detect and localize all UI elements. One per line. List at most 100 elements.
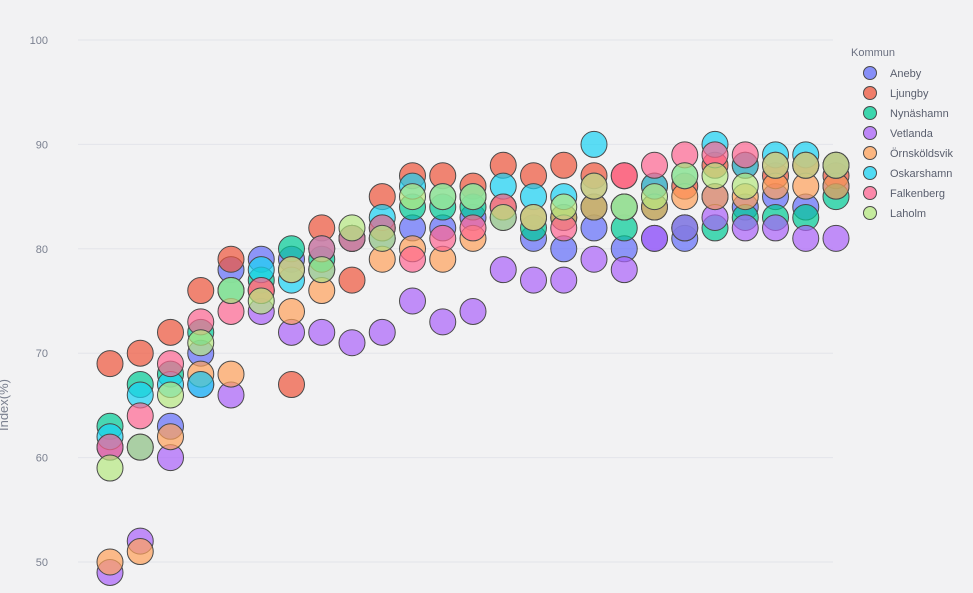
data-points xyxy=(96,130,850,586)
data-point[interactable] xyxy=(731,172,759,200)
data-point[interactable] xyxy=(187,329,215,357)
data-point[interactable] xyxy=(126,402,154,430)
data-point[interactable] xyxy=(701,162,729,190)
data-point[interactable] xyxy=(96,454,124,482)
data-point[interactable] xyxy=(520,266,547,294)
data-point[interactable] xyxy=(822,151,850,179)
data-point[interactable] xyxy=(429,224,457,252)
y-tick-label: 90 xyxy=(36,139,48,151)
legend-title: Kommun xyxy=(851,47,895,59)
legend-label: Laholm xyxy=(890,208,926,220)
legend-marker xyxy=(863,186,877,200)
legend-item[interactable]: Ljungby xyxy=(863,86,930,101)
data-point[interactable] xyxy=(580,130,608,158)
data-point[interactable] xyxy=(399,287,426,315)
data-point[interactable] xyxy=(96,548,124,576)
legend-marker xyxy=(863,146,877,160)
data-point[interactable] xyxy=(641,224,668,252)
y-tick-label: 100 xyxy=(30,35,48,47)
y-axis-title: Index(%) xyxy=(0,379,11,431)
data-point[interactable] xyxy=(671,214,699,242)
data-point[interactable] xyxy=(429,183,457,211)
data-point[interactable] xyxy=(126,339,154,367)
data-point[interactable] xyxy=(641,151,668,179)
data-point[interactable] xyxy=(580,172,608,200)
data-point[interactable] xyxy=(731,141,759,169)
data-point[interactable] xyxy=(550,266,578,294)
data-point[interactable] xyxy=(278,256,305,284)
data-point[interactable] xyxy=(610,162,638,190)
legend-item[interactable]: Vetlanda xyxy=(863,126,934,141)
data-point[interactable] xyxy=(338,214,366,242)
data-point[interactable] xyxy=(550,151,578,179)
data-point[interactable] xyxy=(489,256,517,284)
legend-item[interactable]: Falkenberg xyxy=(863,186,946,201)
legend-item[interactable]: Oskarshamn xyxy=(863,166,953,181)
data-point[interactable] xyxy=(550,193,578,221)
legend-marker xyxy=(863,86,877,100)
data-point[interactable] xyxy=(157,318,184,346)
data-point[interactable] xyxy=(792,151,820,179)
data-point[interactable] xyxy=(308,256,336,284)
y-tick-label: 70 xyxy=(36,348,48,360)
data-point[interactable] xyxy=(459,214,487,242)
legend: Kommun Aneby Ljungby Nynäshamn Vetlanda Örns… xyxy=(851,47,953,220)
data-point[interactable] xyxy=(96,350,124,378)
data-point[interactable] xyxy=(247,287,275,315)
data-point[interactable] xyxy=(822,224,850,252)
data-point[interactable] xyxy=(278,371,305,399)
data-point[interactable] xyxy=(157,350,184,378)
legend-item[interactable]: Nynäshamn xyxy=(863,106,949,121)
data-point[interactable] xyxy=(368,224,396,252)
data-point[interactable] xyxy=(762,214,789,242)
data-point[interactable] xyxy=(399,183,426,211)
data-point[interactable] xyxy=(126,538,154,566)
data-point[interactable] xyxy=(671,162,699,190)
data-point[interactable] xyxy=(157,423,184,451)
legend-item[interactable]: Aneby xyxy=(863,66,922,81)
data-point[interactable] xyxy=(610,193,638,221)
legend-marker xyxy=(863,126,877,140)
data-point[interactable] xyxy=(187,277,215,305)
data-point[interactable] xyxy=(489,203,517,231)
data-point[interactable] xyxy=(610,256,638,284)
data-point[interactable] xyxy=(580,245,608,273)
data-point[interactable] xyxy=(126,433,154,461)
data-point[interactable] xyxy=(641,183,668,211)
legend-marker xyxy=(863,106,877,120)
legend-label: Örnsköldsvik xyxy=(890,148,953,160)
data-point[interactable] xyxy=(217,245,245,273)
data-point[interactable] xyxy=(278,297,305,325)
data-point[interactable] xyxy=(520,203,547,231)
data-point[interactable] xyxy=(429,308,457,336)
data-point[interactable] xyxy=(399,245,426,273)
data-point[interactable] xyxy=(217,277,245,305)
legend-label: Aneby xyxy=(890,68,922,80)
data-point[interactable] xyxy=(338,266,366,294)
data-point[interactable] xyxy=(308,318,336,346)
data-point[interactable] xyxy=(217,360,245,388)
legend-marker xyxy=(863,166,877,180)
data-point[interactable] xyxy=(731,214,759,242)
data-point[interactable] xyxy=(459,183,487,211)
grid xyxy=(78,39,833,563)
legend-marker xyxy=(863,206,877,220)
data-point[interactable] xyxy=(368,318,396,346)
y-tick-label: 80 xyxy=(36,244,48,256)
data-point[interactable] xyxy=(157,381,184,409)
legend-item[interactable]: Örnsköldsvik xyxy=(863,146,954,161)
legend-label: Falkenberg xyxy=(890,188,945,200)
data-point[interactable] xyxy=(459,297,487,325)
data-point[interactable] xyxy=(338,329,366,357)
legend-item[interactable]: Laholm xyxy=(863,206,927,221)
data-point[interactable] xyxy=(762,151,789,179)
y-tick-label: 60 xyxy=(36,453,48,465)
data-point[interactable] xyxy=(187,371,215,399)
legend-label: Nynäshamn xyxy=(890,108,949,120)
legend-label: Vetlanda xyxy=(890,128,934,140)
data-point[interactable] xyxy=(792,224,820,252)
legend-items: Aneby Ljungby Nynäshamn Vetlanda Örnsköldsvi… xyxy=(863,66,954,221)
legend-marker xyxy=(863,66,877,80)
